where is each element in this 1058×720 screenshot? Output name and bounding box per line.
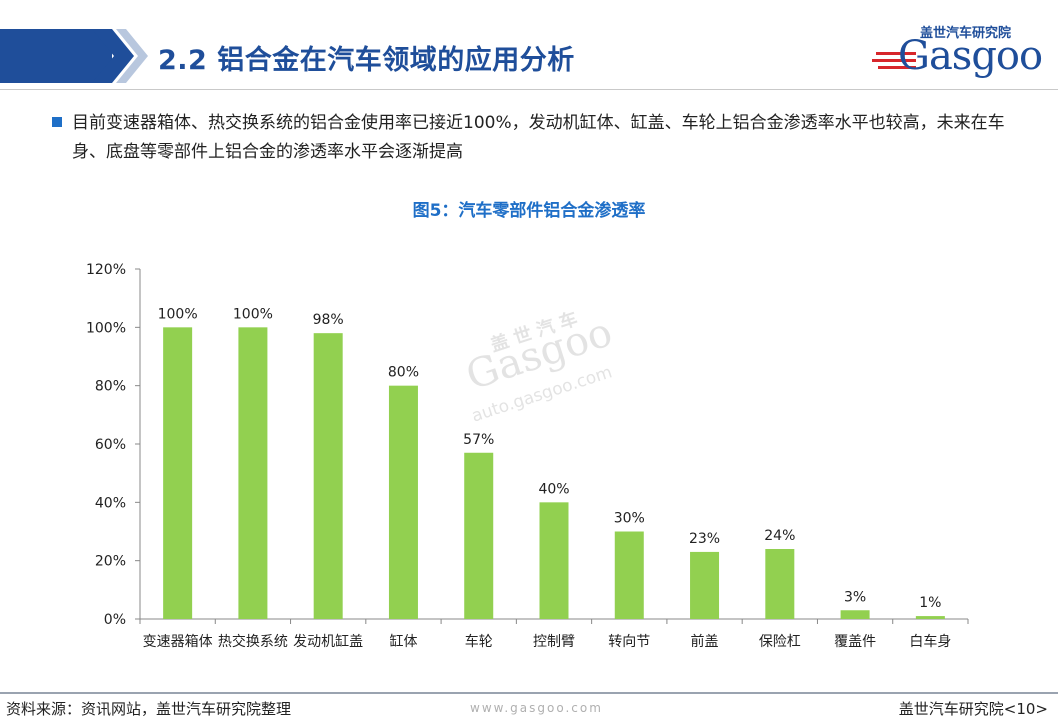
chart-title: 图5：汽车零部件铝合金渗透率 (412, 201, 646, 221)
y-tick-label: 60% (95, 437, 126, 453)
bar-3 (388, 385, 418, 619)
bar-8 (765, 549, 795, 619)
x-category-label: 控制臂 (533, 634, 575, 650)
y-tick-label: 20% (95, 554, 126, 570)
bar-10 (915, 616, 945, 619)
footer-url: www.gasgoo.com (470, 701, 603, 715)
footer-org: 盖世汽车研究院<10> (898, 700, 1048, 718)
bar-value-label: 23% (689, 531, 720, 547)
x-category-label: 前盖 (691, 633, 719, 650)
x-category-label: 转向节 (608, 634, 650, 650)
x-category-label: 变速器箱体 (143, 634, 213, 650)
header-divider (0, 89, 1058, 90)
bar-value-label: 40% (538, 481, 569, 497)
footer-source: 资料来源：资讯网站，盖世汽车研究院整理 (6, 700, 292, 718)
intro-text: 目前变速器箱体、热交换系统的铝合金使用率已接近100%，发动机缸体、缸盖、车轮上… (72, 113, 1005, 162)
page-title: 2.2 铝合金在汽车领域的应用分析 (158, 45, 575, 76)
bar-value-label: 3% (844, 589, 866, 605)
bar-value-label: 24% (764, 528, 795, 544)
bar-9 (840, 610, 870, 619)
bar-value-label: 1% (919, 595, 941, 611)
y-tick-label: 0% (104, 612, 126, 628)
logo-speed-lines-icon (872, 52, 916, 69)
y-tick-label: 80% (95, 379, 126, 395)
x-category-label: 白车身 (909, 633, 951, 650)
bar-value-label: 98% (313, 312, 344, 328)
bar-value-label: 100% (158, 306, 198, 322)
y-tick-label: 40% (95, 495, 126, 511)
y-tick-label: 120% (86, 262, 126, 278)
bar-4 (464, 452, 494, 619)
bar-value-label: 30% (614, 511, 645, 527)
bar-7 (690, 551, 720, 619)
bar-value-label: 80% (388, 365, 419, 381)
bar-value-label: 100% (233, 306, 273, 322)
x-category-label: 覆盖件 (834, 634, 876, 650)
bar-0 (163, 327, 193, 619)
bar-6 (614, 531, 644, 619)
bar-5 (539, 502, 569, 619)
x-category-label: 保险杠 (759, 634, 801, 650)
gasgoo-logo: 盖世汽车研究院 Gasgoo (870, 22, 1043, 82)
logo-chinese-text: 盖世汽车研究院 (920, 26, 1012, 41)
x-category-label: 车轮 (465, 633, 493, 650)
x-category-label: 发动机缸盖 (293, 633, 363, 650)
bullet-square-icon (52, 117, 62, 127)
bar-1 (238, 327, 268, 619)
y-tick-label: 100% (86, 320, 126, 336)
footer-divider (0, 692, 1058, 694)
bar-2 (313, 333, 343, 619)
header-band (0, 29, 112, 83)
bar-value-label: 57% (463, 432, 494, 448)
logo-english-text: Gasgoo (898, 33, 1043, 79)
header-chevron-icon (92, 29, 148, 83)
x-category-label: 热交换系统 (218, 633, 288, 650)
x-category-label: 缸体 (389, 633, 417, 650)
